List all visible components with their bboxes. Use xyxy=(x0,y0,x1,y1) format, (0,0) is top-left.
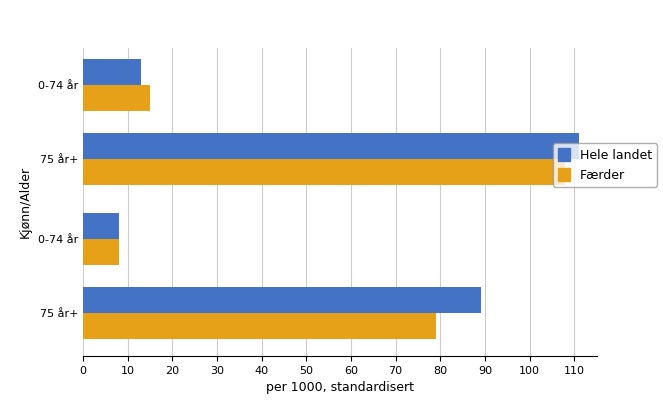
Bar xyxy=(83,239,119,265)
Bar xyxy=(83,59,141,85)
Legend: Hele landet, Færder: Hele landet, Færder xyxy=(553,143,657,187)
Y-axis label: Kjønn/Alder: Kjønn/Alder xyxy=(19,166,32,238)
Bar xyxy=(83,213,119,239)
Bar xyxy=(83,159,566,185)
X-axis label: per 1000, standardisert: per 1000, standardisert xyxy=(266,381,414,394)
Bar xyxy=(83,85,150,111)
Bar xyxy=(83,133,579,158)
Bar xyxy=(83,313,436,339)
Bar xyxy=(83,287,481,312)
